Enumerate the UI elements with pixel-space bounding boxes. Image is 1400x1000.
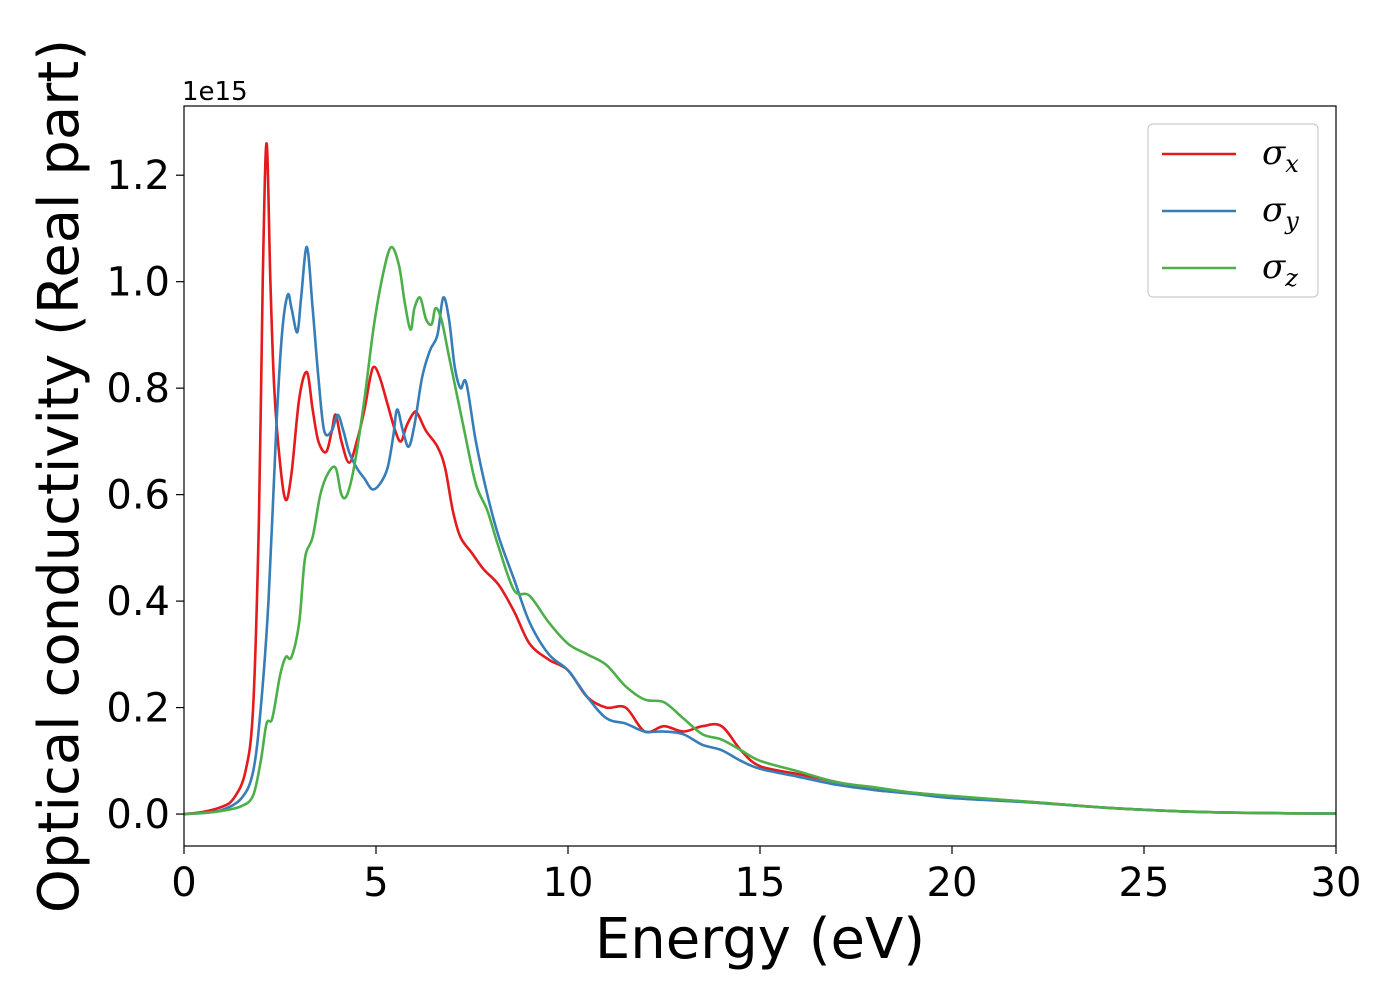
x-tick-label: 30 [1311,860,1362,906]
y-tick-label: 1.2 [106,153,170,199]
y-tick-label: 0.8 [106,366,170,412]
x-tick-label: 10 [543,860,594,906]
x-tick-label: 20 [927,860,978,906]
y-axis-ticks: 0.0 0.2 0.4 0.6 0.8 1.0 1.2 [106,153,184,838]
y-tick-label: 0.2 [106,686,170,732]
y-offset-label: 1e15 [182,77,248,107]
plot-background [184,106,1336,846]
legend-label-y: σy [1262,190,1299,235]
series-line-z [184,245,1336,816]
x-tick-label: 25 [1119,860,1170,906]
series-line-y [184,245,1336,816]
x-tick-label: 0 [171,860,196,906]
y-tick-label: 1.0 [106,260,170,306]
y-tick-label: 0.4 [106,579,170,625]
x-axis-ticks: 0 5 10 15 20 25 30 [171,846,1361,906]
y-axis-label: Optical conductivity (Real part) [27,39,92,913]
y-tick-label: 0.6 [106,473,170,519]
x-tick-label: 15 [735,860,786,906]
legend-items: σx σy σz [1162,133,1299,292]
legend-label-z: σz [1262,247,1298,292]
series-layer [184,141,1336,816]
y-tick-label: 0.0 [106,792,170,838]
x-tick-label: 5 [363,860,388,906]
legend-label-x: σx [1262,133,1299,178]
legend: σx σy σz [1147,123,1319,298]
x-axis-label: Energy (eV) [595,907,925,972]
